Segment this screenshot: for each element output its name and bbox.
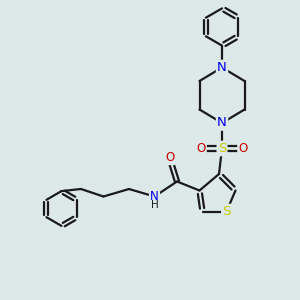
Text: N: N	[217, 116, 227, 130]
Text: O: O	[165, 151, 174, 164]
Text: O: O	[196, 142, 206, 155]
Text: S: S	[218, 142, 226, 155]
Text: O: O	[238, 142, 247, 155]
Text: H: H	[151, 200, 158, 210]
Text: N: N	[150, 190, 159, 203]
Text: S: S	[222, 205, 231, 218]
Text: N: N	[217, 61, 227, 74]
